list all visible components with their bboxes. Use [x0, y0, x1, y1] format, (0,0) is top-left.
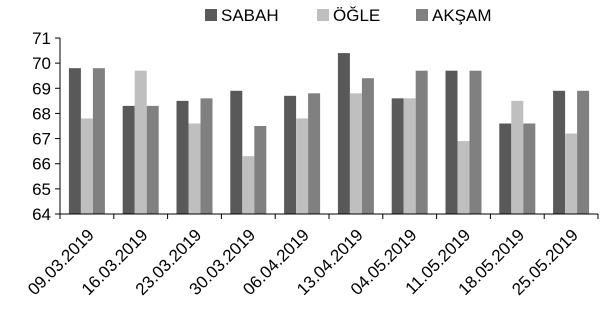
- bar-öğle-09.03.2019: [80, 118, 93, 214]
- bar-sabah-23.03.2019: [176, 100, 189, 214]
- bar-öğle-04.05.2019: [403, 98, 416, 214]
- y-tick-label: 70: [32, 54, 51, 73]
- legend-label-akşam: AKŞAM: [432, 6, 492, 25]
- bar-akşam-09.03.2019: [92, 68, 105, 215]
- bar-öğle-16.03.2019: [134, 70, 147, 214]
- bar-sabah-16.03.2019: [122, 105, 135, 214]
- y-tick-label: 71: [32, 29, 51, 48]
- bar-sabah-30.03.2019: [230, 90, 243, 214]
- legend-label-öğle: ÖĞLE: [333, 6, 380, 25]
- bar-öğle-30.03.2019: [242, 156, 255, 214]
- bar-öğle-23.03.2019: [188, 123, 201, 214]
- bar-öğle-13.04.2019: [349, 93, 362, 214]
- legend-label-sabah: SABAH: [221, 6, 279, 25]
- bar-sabah-25.05.2019: [553, 90, 566, 214]
- bars: [68, 53, 590, 215]
- y-tick-label: 64: [32, 205, 51, 224]
- bar-sabah-09.03.2019: [68, 68, 81, 215]
- legend-swatch-sabah: [205, 9, 217, 21]
- bar-akşam-16.03.2019: [146, 105, 159, 214]
- y-tick-label: 69: [32, 79, 51, 98]
- bar-akşam-04.05.2019: [415, 70, 428, 214]
- legend-swatch-öğle: [317, 9, 329, 21]
- bar-akşam-13.04.2019: [361, 78, 374, 214]
- bar-sabah-04.05.2019: [391, 98, 404, 214]
- bar-sabah-18.05.2019: [499, 123, 512, 214]
- x-axis-tick-labels: 09.03.201916.03.201923.03.201930.03.2019…: [24, 214, 599, 299]
- bar-sabah-13.04.2019: [337, 53, 350, 215]
- bar-öğle-18.05.2019: [511, 100, 524, 214]
- bar-öğle-11.05.2019: [457, 141, 470, 214]
- bar-akşam-06.04.2019: [308, 93, 321, 214]
- y-tick-label: 66: [32, 155, 51, 174]
- bar-akşam-18.05.2019: [523, 123, 536, 214]
- y-axis-tick-labels: 64 65 66 67 68 69 70 71: [32, 29, 60, 224]
- y-tick-label: 67: [32, 130, 51, 149]
- bar-öğle-25.05.2019: [565, 133, 578, 214]
- bar-sabah-06.04.2019: [284, 95, 297, 214]
- bar-akşam-11.05.2019: [469, 70, 482, 214]
- bar-akşam-25.05.2019: [577, 90, 590, 214]
- legend-swatch-akşam: [416, 9, 428, 21]
- y-tick-label: 65: [32, 180, 51, 199]
- y-tick-label: 68: [32, 104, 51, 123]
- bar-akşam-23.03.2019: [200, 98, 213, 214]
- bar-öğle-06.04.2019: [296, 118, 309, 214]
- bar-akşam-30.03.2019: [254, 126, 267, 214]
- legend: SABAH ÖĞLE AKŞAM: [205, 6, 492, 25]
- bar-sabah-11.05.2019: [445, 70, 458, 214]
